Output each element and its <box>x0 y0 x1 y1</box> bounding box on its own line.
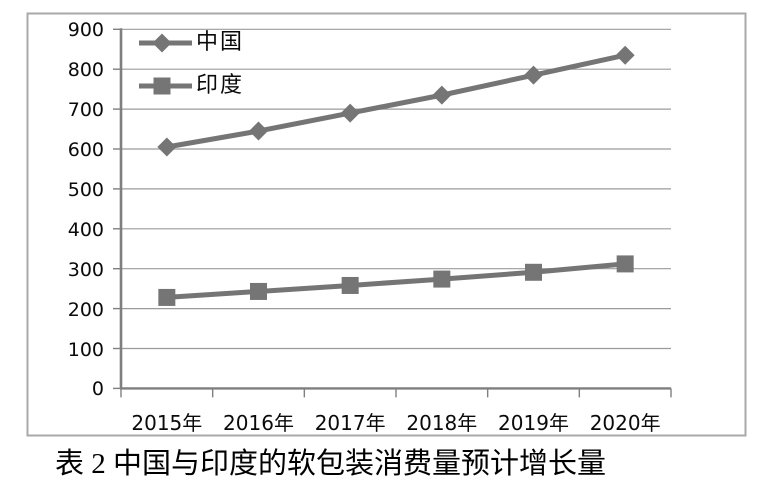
diamond-marker <box>340 103 360 123</box>
diamond-marker <box>249 121 268 141</box>
series-line <box>164 52 628 150</box>
square-marker <box>433 270 451 288</box>
diamond-marker <box>524 65 543 85</box>
square-marker <box>250 282 267 300</box>
figure-caption: 表 2 中国与印度的软包装消费量预计增长量 <box>55 448 607 480</box>
series-line <box>164 261 628 300</box>
diamond-marker <box>152 33 172 53</box>
square-marker <box>616 255 634 273</box>
line-chart-canvas <box>26 12 747 437</box>
diamond-marker <box>615 45 635 65</box>
square-marker <box>158 288 176 306</box>
diamond-marker <box>432 85 452 105</box>
square-marker <box>153 77 171 95</box>
square-marker <box>525 263 542 281</box>
diamond-marker <box>157 137 177 157</box>
square-marker <box>341 276 359 294</box>
